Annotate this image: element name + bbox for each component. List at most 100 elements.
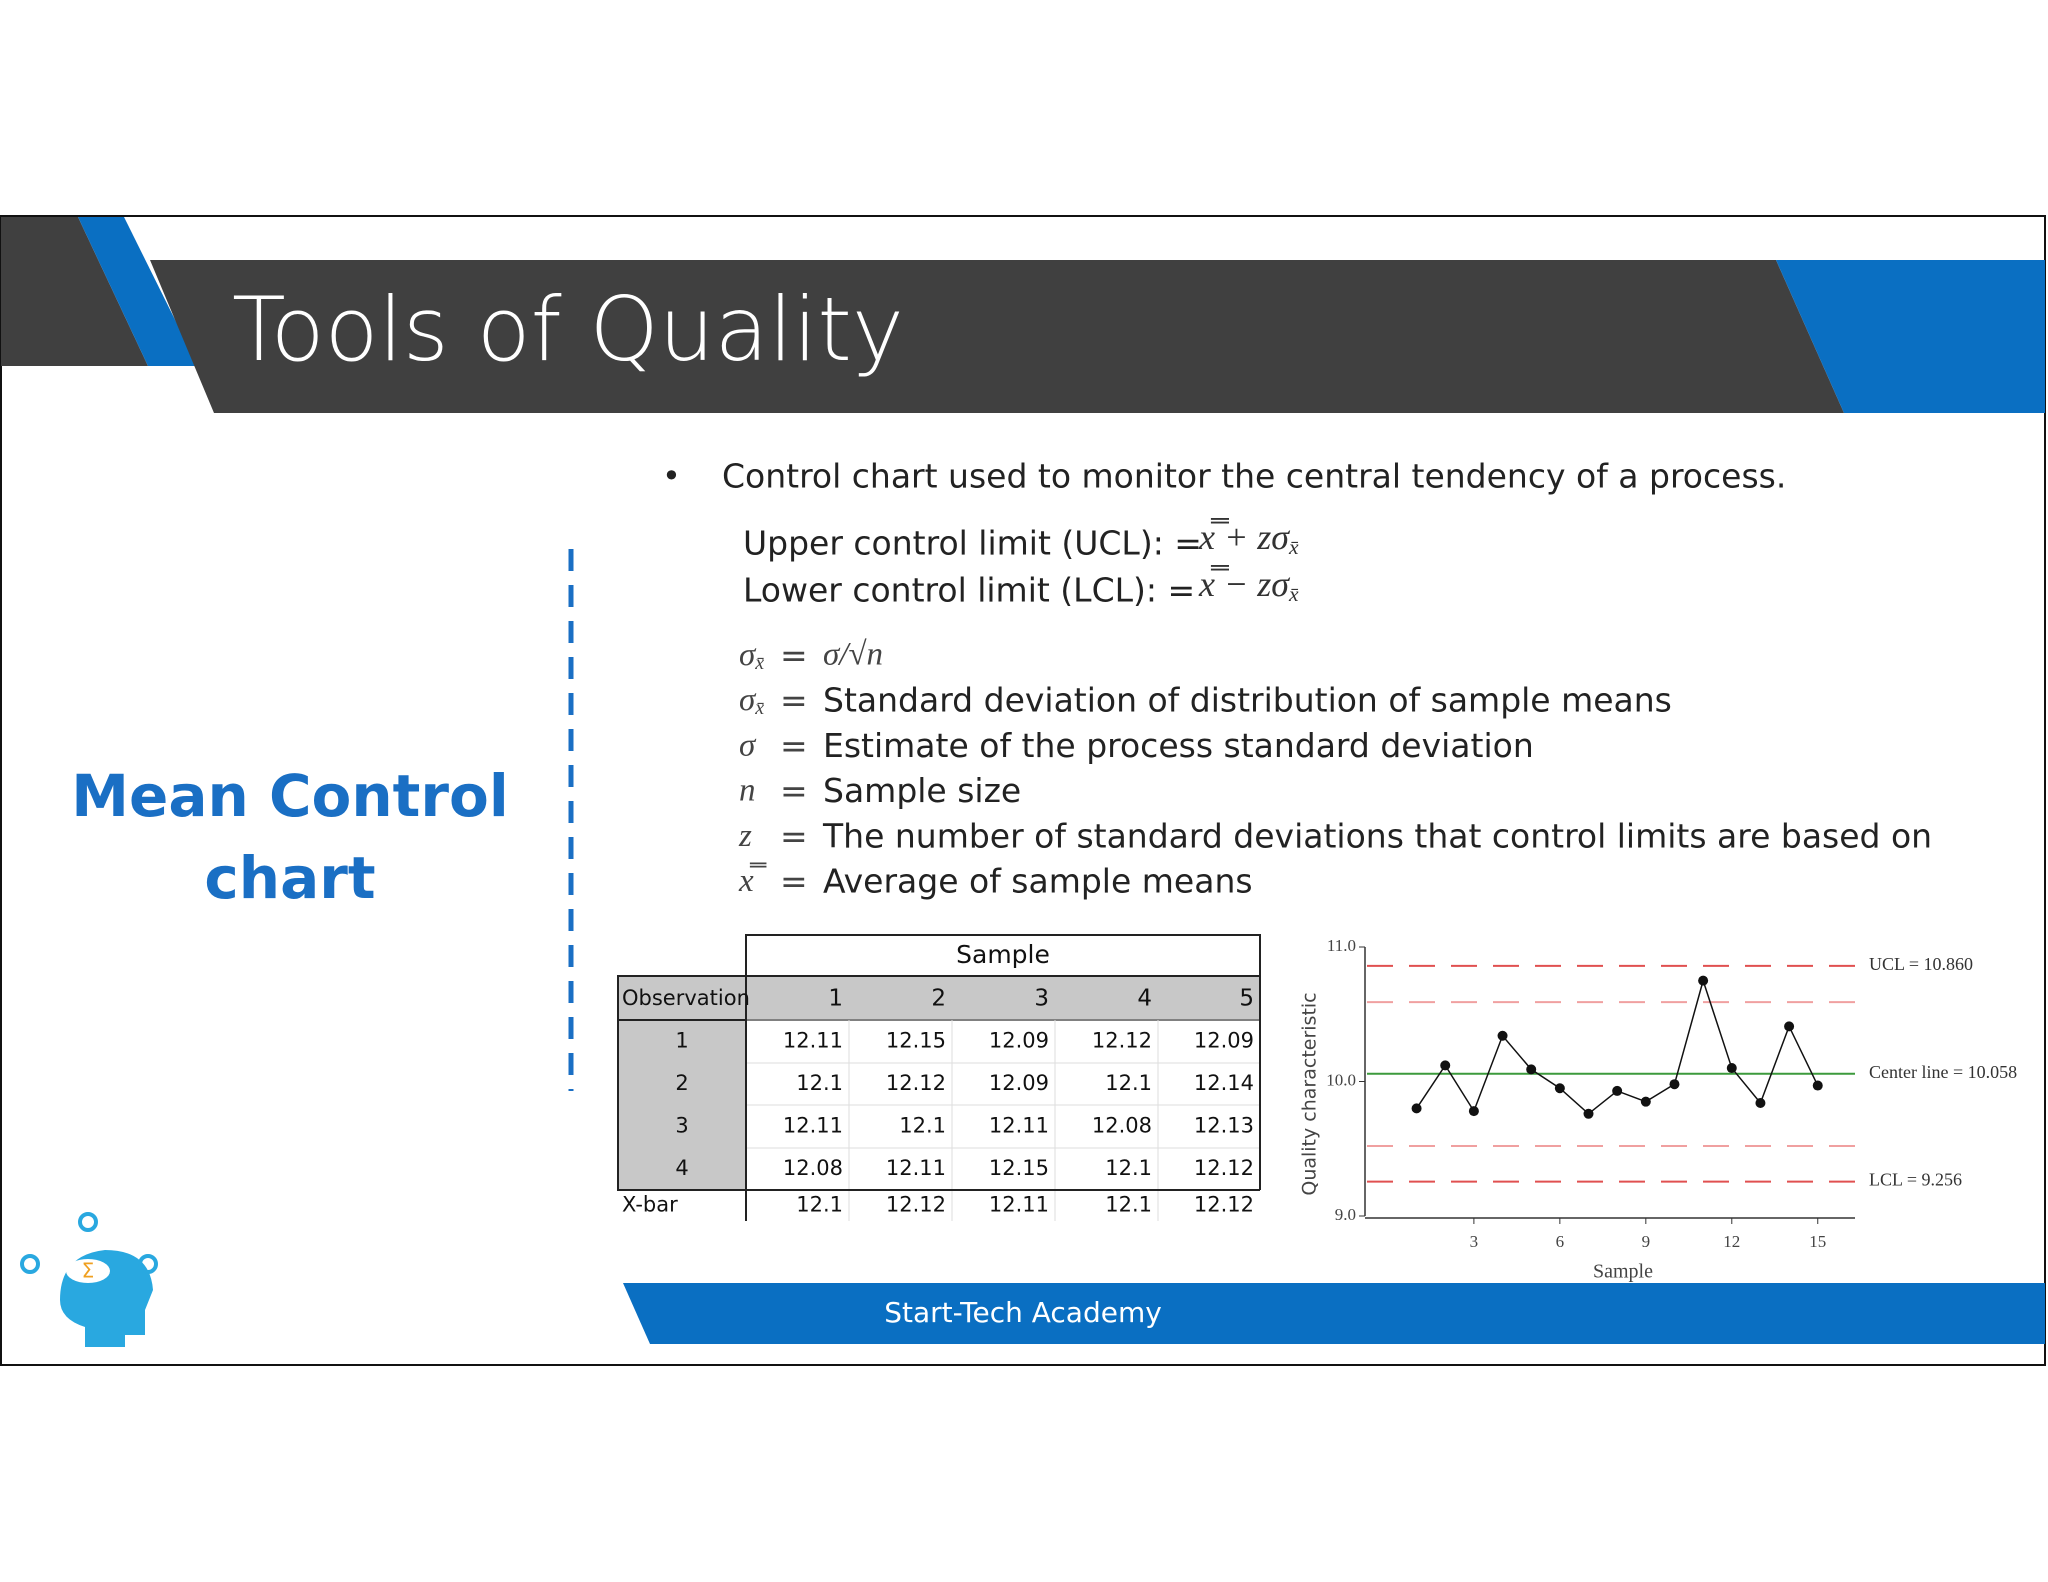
footer-text: Start-Tech Academy [884, 1296, 1162, 1329]
data-point [1640, 1096, 1651, 1107]
limit-label: Upper control limit (UCL): = [743, 524, 1202, 563]
table-header: 1 [828, 986, 843, 1012]
table-cell: 12.12 [1092, 1029, 1152, 1053]
data-point [1784, 1021, 1795, 1032]
control-line-label: UCL = 10.860 [1869, 954, 1973, 974]
def-text: Estimate of the process standard deviati… [823, 726, 1534, 765]
data-point [1612, 1085, 1623, 1096]
side-title: Mean Control [71, 762, 508, 830]
def-symbol: σ [739, 727, 757, 763]
table-rowhead-bg [617, 1019, 747, 1191]
data-point [1726, 1063, 1737, 1074]
table-cell: 12.11 [783, 1029, 843, 1053]
table-cell: 12.11 [989, 1114, 1049, 1138]
table-cell: 12.11 [886, 1156, 946, 1180]
table-cell: 12.1 [1105, 1156, 1152, 1180]
y-axis-label: Quality characteristic [1299, 992, 1321, 1195]
table-header: 2 [931, 986, 946, 1012]
control-line-label: Center line = 10.058 [1869, 1062, 2017, 1082]
x-tick-label: 15 [1809, 1232, 1826, 1251]
table-cell: 12.09 [989, 1029, 1049, 1053]
x-axis-label: Sample [1593, 1261, 1653, 1283]
side-title: chart [204, 844, 375, 912]
table-cell: 12.1 [1105, 1193, 1152, 1217]
table-cell: 12.14 [1194, 1071, 1254, 1095]
def-relation: = [780, 681, 808, 720]
data-point [1411, 1103, 1422, 1114]
table-cell: 12.12 [886, 1193, 946, 1217]
x-tick-label: 12 [1723, 1232, 1740, 1251]
table-header: 4 [1137, 986, 1152, 1012]
table-cell: 12.11 [783, 1114, 843, 1138]
table-cell: 12.09 [989, 1071, 1049, 1095]
symbol-sub: x̄ [754, 652, 764, 674]
table-row-header: 2 [675, 1071, 688, 1095]
logo: Σ [20, 1212, 158, 1347]
accent-stripe [78, 217, 198, 366]
def-relation: = [780, 726, 808, 765]
table-cell: 12.12 [1194, 1156, 1254, 1180]
x-tick-label: 3 [1470, 1232, 1479, 1251]
data-point [1497, 1030, 1508, 1041]
corner-shape [1, 217, 148, 366]
table-cell: 12.15 [989, 1156, 1049, 1180]
table-cell: 12.1 [796, 1193, 843, 1217]
bullet-marker: • [662, 457, 681, 495]
table-row-header: 1 [675, 1029, 688, 1053]
table-header: Observation [622, 986, 750, 1010]
def-symbol: σx̄ [739, 682, 764, 719]
formula: x̿ + zσx̄ [1198, 517, 1299, 559]
footer-band [623, 1283, 2045, 1344]
table-cell: 12.15 [886, 1029, 946, 1053]
bullet-text: Control chart used to monitor the centra… [722, 457, 1786, 496]
limit-label: Lower control limit (LCL): = [743, 571, 1195, 610]
data-point [1669, 1079, 1680, 1090]
formula-main: x̿ − zσ [1198, 564, 1290, 604]
table-row-header: 4 [675, 1156, 688, 1180]
symbol-main: z [738, 817, 752, 853]
table-cell: 12.12 [1194, 1193, 1254, 1217]
table-cell: 12.1 [1105, 1071, 1152, 1095]
data-point [1812, 1080, 1823, 1091]
symbol-main: σ [739, 682, 757, 718]
symbol-main: n [739, 772, 756, 808]
formula-sub: x̄ [1288, 582, 1299, 606]
table-group-header-text: Sample [956, 940, 1050, 969]
logo-sigma: Σ [82, 1259, 95, 1283]
formula: x̿ − zσx̄ [1198, 564, 1299, 606]
logo-bulb [78, 1212, 98, 1232]
formula-main: x̿ + zσ [1198, 517, 1290, 557]
table-cell: 12.08 [1092, 1114, 1152, 1138]
table-header: 5 [1239, 986, 1254, 1012]
y-tick-label: 9.0 [1335, 1205, 1356, 1224]
table-cell: 12.12 [886, 1071, 946, 1095]
y-tick-label: 10.0 [1326, 1070, 1356, 1089]
symbol-sub: x̄ [754, 697, 764, 719]
x-tick-label: 9 [1642, 1232, 1651, 1251]
def-text: σ/√n [823, 637, 883, 673]
data-point [1554, 1083, 1565, 1094]
table-cell: 12.11 [989, 1193, 1049, 1217]
table-cell: 12.1 [796, 1071, 843, 1095]
y-tick-label: 11.0 [1327, 936, 1356, 955]
def-relation: = [780, 862, 808, 901]
logo-brain [66, 1259, 110, 1283]
table-header: 3 [1034, 986, 1049, 1012]
table-cell: 12.09 [1194, 1029, 1254, 1053]
def-relation: = [780, 771, 808, 810]
title-band [150, 260, 1844, 413]
table-cell: 12.13 [1194, 1114, 1254, 1138]
def-symbol: n [739, 772, 756, 808]
def-text: Sample size [823, 771, 1021, 810]
symbol-main: σ [739, 637, 757, 673]
symbol-main: σ [739, 727, 757, 763]
data-point [1583, 1108, 1594, 1119]
x-tick-label: 6 [1556, 1232, 1565, 1251]
def-text: Average of sample means [823, 862, 1253, 901]
formula-sub: x̄ [1288, 535, 1299, 559]
slide-title: Tools of Quality [232, 278, 904, 381]
data-point [1526, 1064, 1537, 1075]
def-symbol: z [738, 817, 752, 853]
table-row-header: 3 [675, 1114, 688, 1138]
